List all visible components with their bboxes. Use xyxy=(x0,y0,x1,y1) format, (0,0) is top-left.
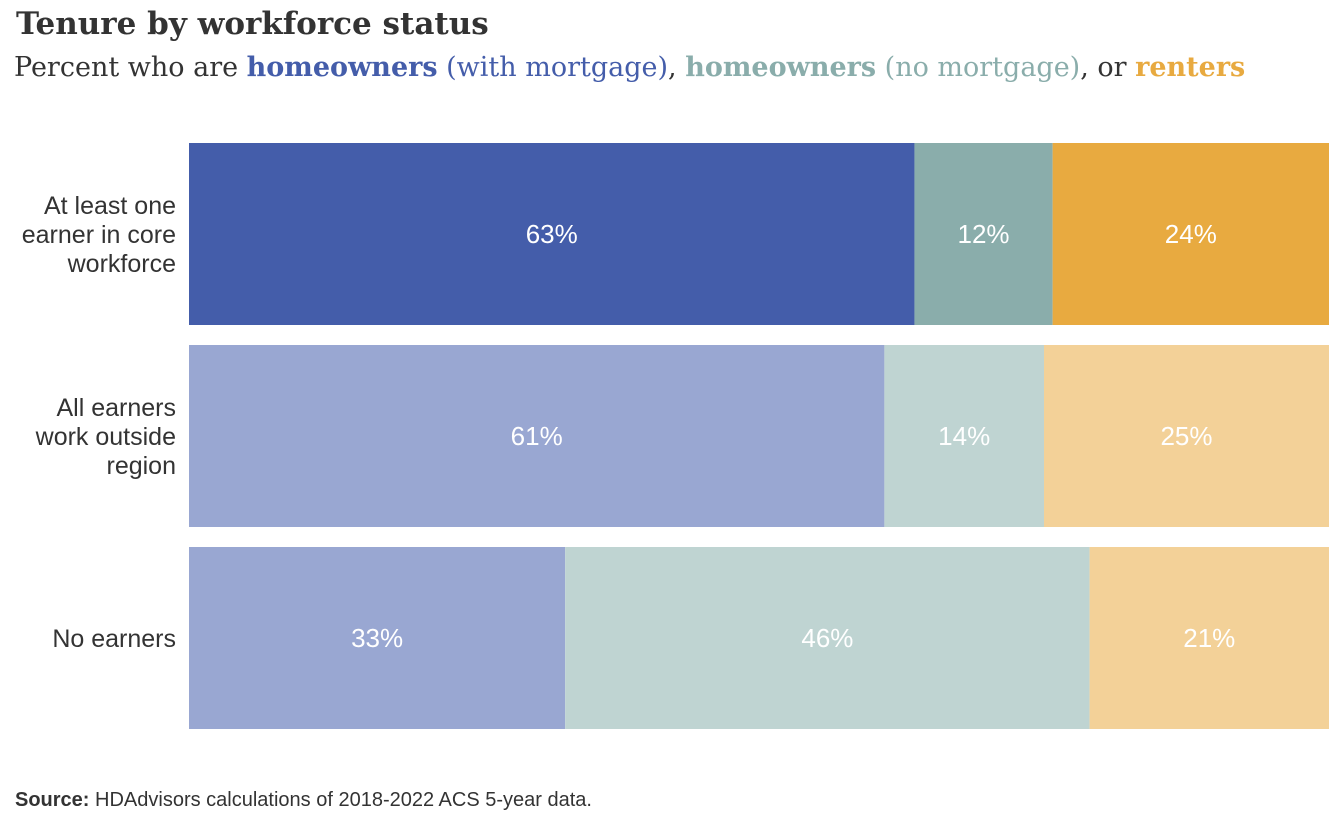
subtitle-separator-2: , or xyxy=(1080,52,1136,83)
data-label-renters-row-1: 24% xyxy=(1165,219,1217,249)
chart-subtitle: Percent who are homeowners (with mortgag… xyxy=(14,52,1245,83)
data-label-renters-row-3: 21% xyxy=(1183,623,1235,653)
data-label-with-mortgage-row-3: 33% xyxy=(351,623,403,653)
legend-with-mortgage-bold: homeowners xyxy=(246,52,438,83)
category-label-line: At least one xyxy=(44,192,176,220)
bar-segment-no-mortgage-row-3 xyxy=(565,547,1090,729)
bar-segment-with-mortgage-row-2 xyxy=(189,345,885,527)
source-text: HDAdvisors calculations of 2018-2022 ACS… xyxy=(89,789,592,811)
data-label-with-mortgage-row-2: 61% xyxy=(511,421,563,451)
category-label-line: No earners xyxy=(52,625,176,653)
bar-segment-with-mortgage-row-3 xyxy=(189,547,566,729)
source-note: Source: HDAdvisors calculations of 2018-… xyxy=(15,789,592,812)
legend-no-mortgage-rest: (no mortgage) xyxy=(876,52,1081,83)
bar-segment-no-mortgage-row-2 xyxy=(884,345,1044,527)
data-label-no-mortgage-row-2: 14% xyxy=(938,421,990,451)
category-label-line: All earners xyxy=(57,394,177,422)
category-label-line: work outside xyxy=(35,423,176,451)
category-label-line: workforce xyxy=(67,250,176,278)
category-label-row-2: All earners work outside region xyxy=(35,394,176,480)
bar-segment-renters-row-3 xyxy=(1089,547,1329,729)
source-label: Source: xyxy=(15,789,90,811)
data-label-renters-row-2: 25% xyxy=(1160,421,1212,451)
data-label-no-mortgage-row-1: 12% xyxy=(958,219,1010,249)
legend-with-mortgage-rest: (with mortgage) xyxy=(437,52,669,83)
category-label-line: region xyxy=(107,452,177,480)
category-label-row-1: At least one earner in core workforce xyxy=(22,192,176,278)
chart-title: Tenure by workforce status xyxy=(16,6,489,42)
bar-segment-with-mortgage-row-1 xyxy=(189,143,915,325)
data-label-no-mortgage-row-3: 46% xyxy=(801,623,853,653)
bar-segment-renters-row-1 xyxy=(1052,143,1329,325)
subtitle-prefix: Percent who are xyxy=(14,52,247,83)
legend-no-mortgage-bold: homeowners xyxy=(685,52,877,83)
bar-segment-no-mortgage-row-1 xyxy=(914,143,1053,325)
category-label-row-3: No earners xyxy=(52,625,176,653)
data-label-with-mortgage-row-1: 63% xyxy=(526,219,578,249)
legend-renters-bold: renters xyxy=(1135,52,1246,83)
category-label-line: earner in core xyxy=(22,221,176,249)
subtitle-separator-1: , xyxy=(668,52,686,83)
bar-segment-renters-row-2 xyxy=(1044,345,1329,527)
